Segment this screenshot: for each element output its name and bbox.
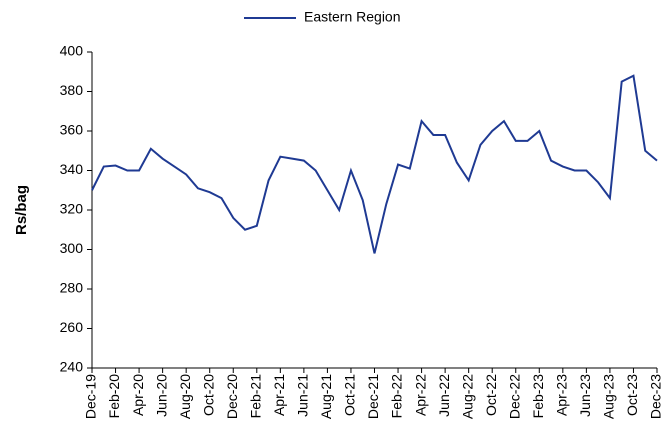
x-tick-label: Feb-22	[389, 374, 405, 419]
x-tick-label: Dec-22	[506, 374, 522, 419]
legend-label: Eastern Region	[304, 9, 401, 25]
data-line	[91, 74, 658, 254]
x-tick-label: Apr-21	[271, 374, 287, 416]
x-tick-label: Jun-21	[295, 374, 311, 417]
y-tick-label: 240	[60, 359, 84, 375]
x-tick-label: Oct-21	[342, 374, 358, 416]
y-tick-label: 260	[60, 319, 84, 335]
x-tick-label: Feb-20	[106, 374, 122, 419]
x-tick-label: Dec-21	[365, 374, 381, 419]
x-tick-label: Dec-19	[83, 374, 99, 419]
x-tick-label: Dec-20	[224, 374, 240, 419]
y-tick-label: 340	[60, 161, 84, 177]
x-tick-label: Apr-23	[554, 374, 570, 416]
x-tick-label: Jun-20	[153, 374, 169, 417]
x-tick-label: Apr-22	[412, 374, 428, 416]
y-axis-label: Rs/bag	[13, 185, 30, 235]
x-tick-label: Aug-21	[318, 374, 334, 419]
y-tick-label: 400	[60, 43, 84, 59]
x-tick-label: Feb-23	[530, 374, 546, 419]
x-tick-label: Oct-20	[200, 374, 216, 416]
y-tick-label: 320	[60, 201, 84, 217]
y-tick-label: 360	[60, 122, 84, 138]
x-tick-label: Aug-23	[601, 374, 617, 419]
y-tick-label: 280	[60, 280, 84, 296]
x-tick-label: Apr-20	[130, 374, 146, 416]
y-tick-label: 380	[60, 82, 84, 98]
x-tick-label: Aug-22	[459, 374, 475, 419]
x-tick-label: Oct-23	[624, 374, 640, 416]
x-tick-label: Aug-20	[177, 374, 193, 419]
y-tick-label: 300	[60, 240, 84, 256]
x-tick-label: Jun-22	[436, 374, 452, 417]
x-tick-label: Feb-21	[247, 374, 263, 419]
x-tick-label: Oct-22	[483, 374, 499, 416]
x-tick-label: Dec-23	[648, 374, 664, 419]
x-tick-label: Jun-23	[577, 374, 593, 417]
